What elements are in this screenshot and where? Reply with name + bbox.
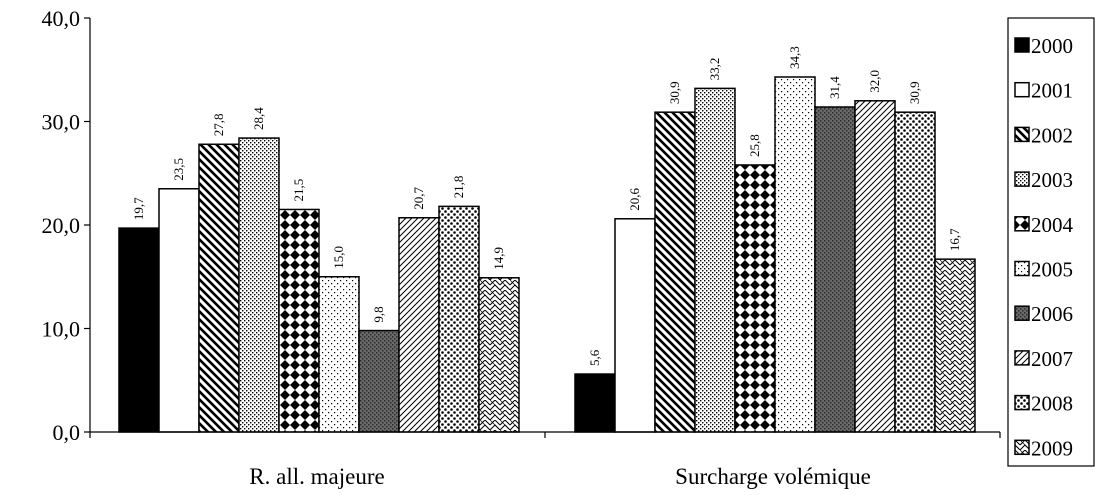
bar-2003-surcharge-volemique — [694, 87, 736, 433]
bar-2004-r-all-majeure — [278, 208, 320, 433]
category-label: R. all. majeure — [249, 464, 384, 489]
data-label: 34,3 — [787, 46, 802, 69]
bar-2005-r-all-majeure — [318, 276, 360, 433]
bar-2002-r-all-majeure — [198, 143, 240, 433]
legend-swatch-2004 — [1014, 216, 1030, 232]
data-label: 27,8 — [211, 114, 226, 137]
legend-label: 2007 — [1031, 347, 1073, 371]
data-label: 28,4 — [251, 107, 266, 130]
data-label: 32,0 — [867, 70, 882, 93]
legend-swatch-2007 — [1014, 350, 1030, 366]
legend-swatch-2000 — [1014, 37, 1030, 53]
data-label: 33,2 — [707, 58, 722, 81]
bar-2006-r-all-majeure — [358, 329, 400, 433]
bar-2004-surcharge-volemique — [734, 164, 776, 433]
y-tick-label: 0,0 — [53, 420, 81, 445]
legend-label: 2001 — [1031, 79, 1073, 103]
bar-2001-surcharge-volemique — [614, 218, 656, 433]
legend-swatch-2009 — [1014, 439, 1030, 456]
bar-2007-surcharge-volemique — [854, 100, 896, 433]
data-label: 21,5 — [291, 179, 306, 202]
legend-label: 2002 — [1031, 123, 1073, 147]
bar-2003-r-all-majeure — [238, 137, 280, 433]
bar-2005-surcharge-volemique — [774, 76, 816, 433]
data-label: 25,8 — [747, 134, 762, 157]
data-label: 16,7 — [947, 228, 962, 251]
legend-swatch-2002 — [1014, 126, 1030, 143]
bar-2007-r-all-majeure — [398, 217, 440, 433]
bar-2002-surcharge-volemique — [654, 111, 696, 433]
legend: 2000 2001 2002 2003 2004 2005 2006 2007 2008 2009 — [1007, 17, 1095, 467]
legend-label: 2004 — [1031, 213, 1074, 237]
legend-swatch-2005 — [1014, 260, 1030, 277]
legend-label: 2006 — [1031, 302, 1073, 326]
legend-label: 2008 — [1031, 392, 1073, 416]
data-label: 30,9 — [907, 81, 922, 104]
y-tick-label: 10,0 — [42, 317, 81, 342]
y-tick-label: 30,0 — [42, 110, 81, 135]
data-label: 21,8 — [451, 176, 466, 199]
data-labels: 19,7 5,6 23,5 20,6 27,8 30,9 28,4 33,2 21,5 25,8 1… — [131, 46, 962, 366]
data-label: 20,6 — [627, 188, 642, 211]
bars — [118, 76, 976, 433]
legend-swatch-2006 — [1014, 305, 1030, 321]
legend-label: 2005 — [1031, 258, 1073, 282]
bar-2006-surcharge-volemique — [814, 106, 856, 433]
bar-2008-surcharge-volemique — [894, 111, 936, 433]
data-label: 15,0 — [331, 246, 346, 269]
legend-label: 2000 — [1031, 34, 1073, 58]
bar-2000-surcharge-volemique — [574, 373, 616, 433]
data-label: 9,8 — [371, 306, 386, 322]
legend-swatch-2003 — [1014, 171, 1030, 187]
bar-2009-surcharge-volemique — [934, 258, 976, 433]
y-tick-label: 40,0 — [42, 6, 81, 31]
y-tick-label: 20,0 — [42, 213, 81, 238]
bar-2009-r-all-majeure — [478, 277, 520, 433]
bar-2008-r-all-majeure — [438, 205, 480, 433]
legend-swatch-2008 — [1014, 394, 1030, 411]
bar-2001-r-all-majeure — [158, 188, 200, 433]
axes: 0,0 10,0 20,0 30,0 40,0 R. all. majeure Surcha… — [42, 6, 1001, 489]
category-label: Surcharge volémique — [675, 464, 871, 489]
legend-label: 2009 — [1031, 436, 1073, 460]
data-label: 5,6 — [587, 349, 602, 366]
data-label: 14,9 — [491, 247, 506, 270]
data-label: 30,9 — [667, 81, 682, 104]
data-label: 23,5 — [171, 158, 186, 181]
data-label: 20,7 — [411, 187, 426, 210]
bar-2000-r-all-majeure — [118, 227, 160, 433]
legend-label: 2003 — [1031, 168, 1073, 192]
legend-swatch-2001 — [1014, 81, 1030, 98]
data-label: 31,4 — [827, 76, 842, 99]
data-label: 19,7 — [131, 197, 146, 220]
